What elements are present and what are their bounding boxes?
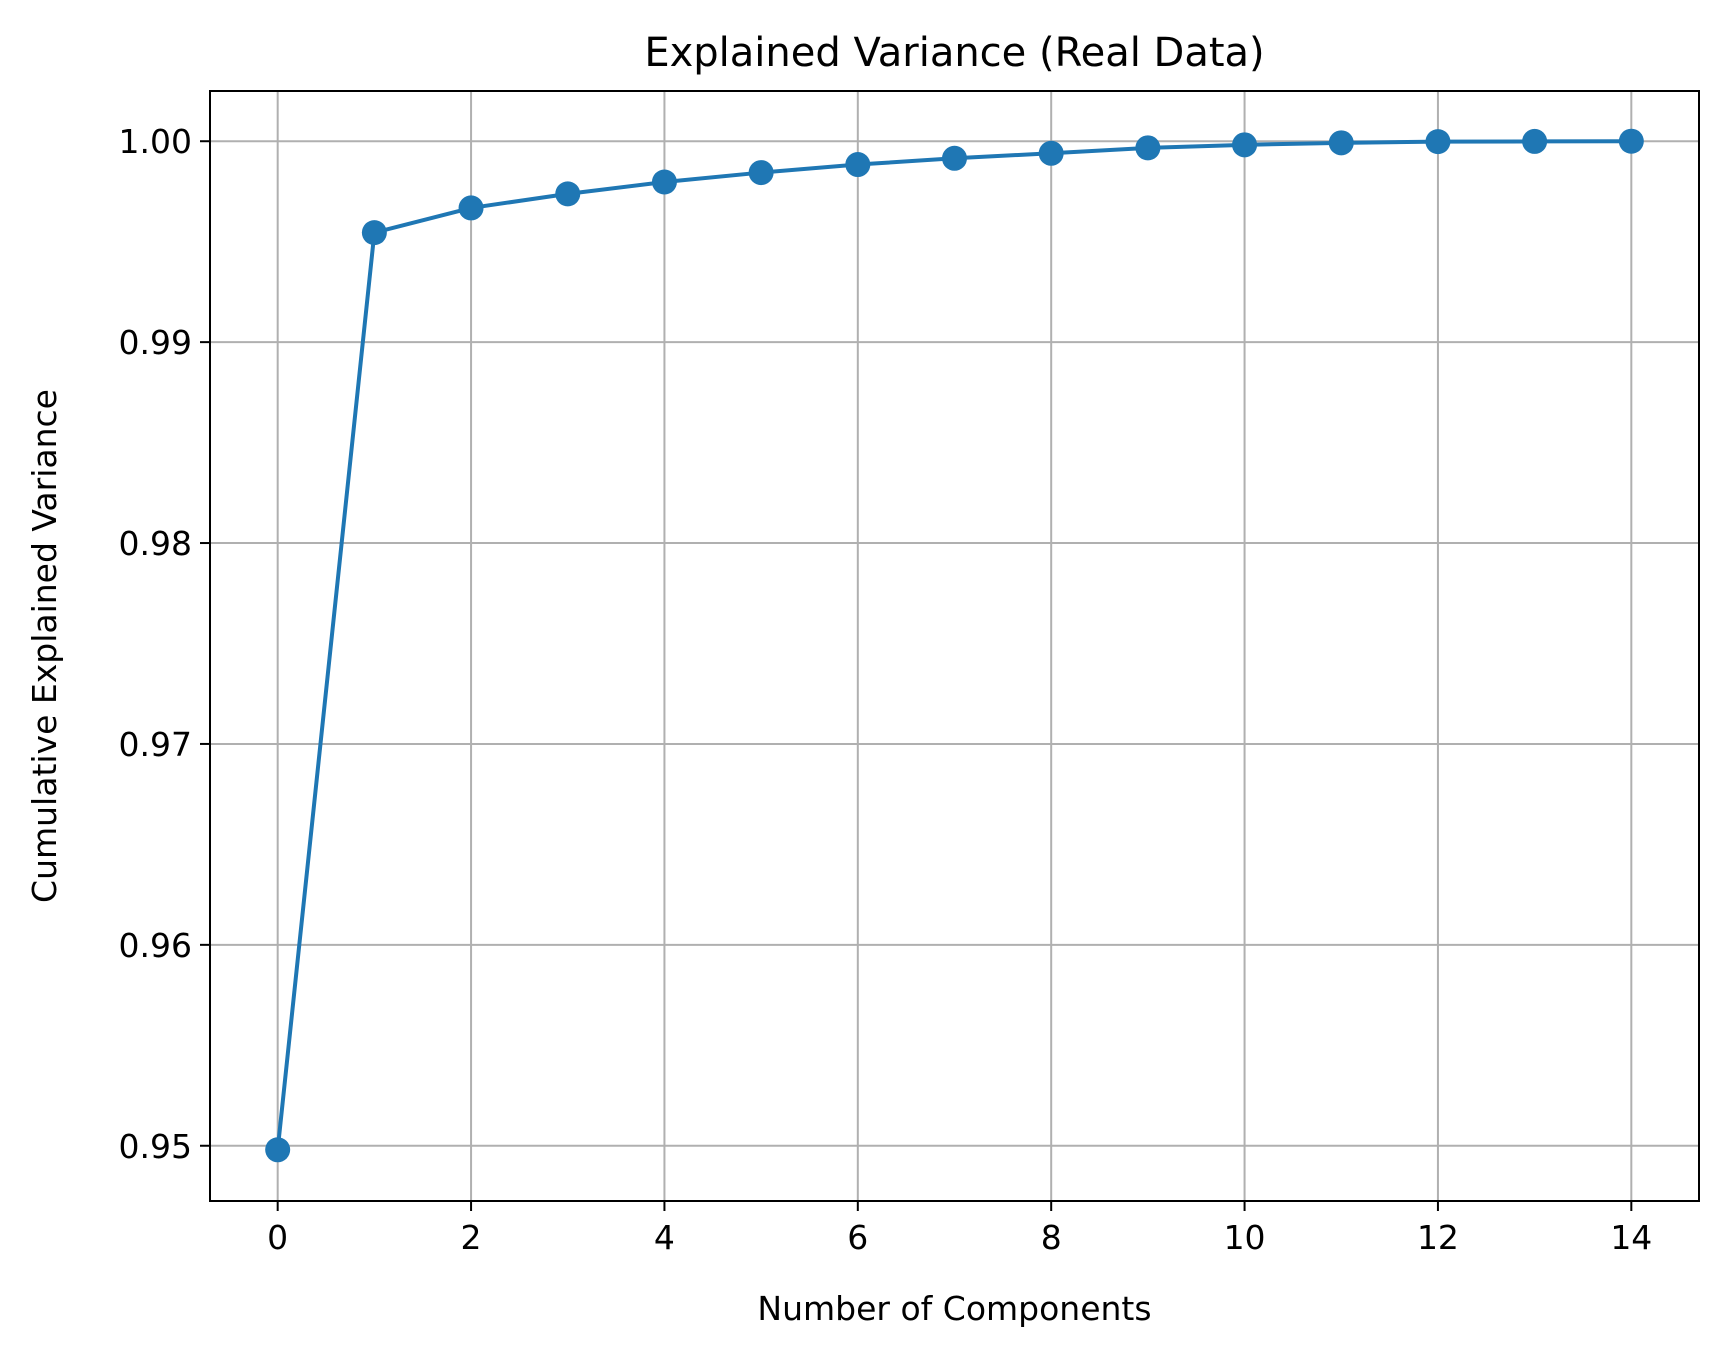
data-point	[748, 160, 774, 186]
x-tick-label: 6	[847, 1218, 868, 1257]
plot-frame	[209, 90, 1700, 1202]
y-tick-label: 1.00	[119, 122, 192, 161]
chart-title: Explained Variance (Real Data)	[644, 30, 1264, 76]
x-tick-label: 8	[1041, 1218, 1062, 1257]
y-tick-label: 0.98	[119, 524, 192, 563]
data-point	[555, 181, 581, 207]
x-axis-label: Number of Components	[757, 1289, 1151, 1328]
data-point	[1618, 128, 1644, 154]
data-point	[651, 169, 677, 195]
x-tick-label: 2	[461, 1218, 482, 1257]
y-tick-label: 0.95	[119, 1127, 192, 1166]
x-tick-label: 14	[1610, 1218, 1652, 1257]
data-point	[265, 1137, 291, 1163]
data-point	[845, 152, 871, 178]
x-tick-label: 10	[1224, 1218, 1266, 1257]
data-point	[1135, 135, 1161, 161]
tick-layer: 0 2 4 6 8 10 12 14 0.95 0.96 0.97 0.98 0.99 1.00	[119, 122, 1653, 1257]
data-point	[361, 220, 387, 246]
x-tick-label: 12	[1417, 1218, 1459, 1257]
data-point	[1038, 140, 1064, 166]
data-point	[1522, 128, 1548, 154]
data-point	[1328, 130, 1354, 156]
y-tick-label: 0.97	[119, 725, 192, 764]
y-axis-label: Cumulative Explained Variance	[25, 389, 64, 903]
x-tick-label: 0	[267, 1218, 288, 1257]
data-point	[942, 145, 967, 171]
data-point	[458, 195, 484, 221]
y-tick-label: 0.96	[119, 926, 192, 965]
data-point	[1232, 132, 1258, 158]
data-point	[1425, 129, 1451, 155]
series-layer	[265, 128, 1644, 1163]
y-tick-label: 0.99	[119, 323, 192, 362]
x-tick-label: 4	[654, 1218, 675, 1257]
